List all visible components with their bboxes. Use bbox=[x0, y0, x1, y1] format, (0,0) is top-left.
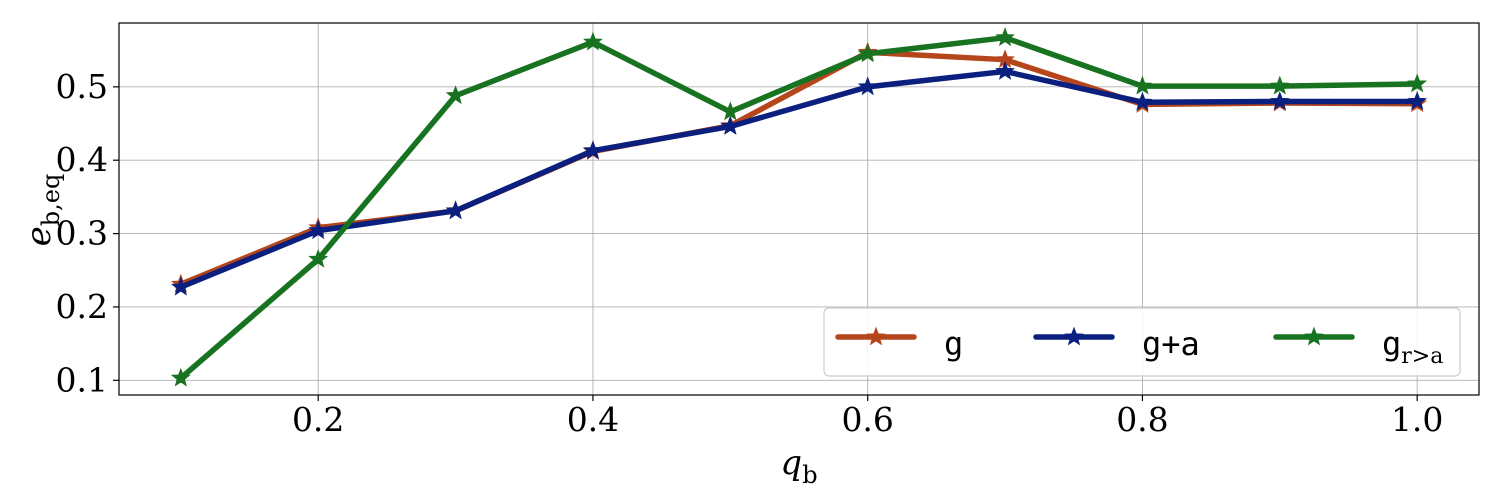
data-point bbox=[1269, 75, 1290, 95]
series-1 bbox=[170, 61, 1428, 296]
data-point bbox=[1132, 75, 1153, 95]
x-tick-label: 0.2 bbox=[292, 400, 344, 439]
y-axis-label-base: e bbox=[19, 226, 59, 246]
y-tick-label: 0.1 bbox=[56, 360, 108, 399]
data-point bbox=[445, 85, 466, 105]
x-tick-label: 0.4 bbox=[567, 400, 619, 439]
legend-marker bbox=[1304, 326, 1324, 346]
data-point bbox=[995, 27, 1015, 47]
series-2 bbox=[170, 27, 1428, 387]
legend-label-g-r-gt-a: gr>a bbox=[1382, 325, 1443, 369]
legend-marker bbox=[866, 326, 886, 346]
y-axis: 0.1 0.2 0.3 0.4 0.5 bbox=[56, 67, 119, 399]
legend-label-g-r-gt-a-base: g bbox=[1382, 325, 1401, 363]
legend-marker bbox=[1064, 326, 1084, 346]
x-axis-label-sub: b bbox=[802, 461, 817, 489]
data-point bbox=[308, 248, 329, 268]
legend-box bbox=[823, 307, 1461, 377]
data-point bbox=[995, 61, 1015, 80]
data-point bbox=[445, 200, 466, 220]
data-point bbox=[170, 367, 191, 387]
legend-entries bbox=[835, 326, 1355, 346]
data-point bbox=[720, 101, 741, 121]
data-point bbox=[1132, 91, 1153, 111]
legend-label-g-plus-a: g+a bbox=[1142, 325, 1200, 363]
y-axis-label: eb,eq bbox=[19, 174, 65, 247]
y-axis-label-sub: b,eq bbox=[37, 174, 65, 227]
y-tick-label: 0.5 bbox=[56, 67, 108, 106]
data-point bbox=[583, 140, 603, 160]
data-point bbox=[1407, 91, 1428, 110]
x-tick-label: 0.8 bbox=[1116, 400, 1168, 439]
x-axis-label: qb bbox=[780, 443, 817, 489]
data-point bbox=[308, 220, 329, 240]
data-point bbox=[583, 31, 603, 51]
data-point bbox=[857, 43, 878, 63]
data-point bbox=[1269, 91, 1290, 110]
x-tick-label: 0.6 bbox=[841, 400, 893, 439]
y-tick-label: 0.3 bbox=[56, 214, 108, 253]
legend-label-g-r-gt-a-sub: r>a bbox=[1401, 344, 1443, 369]
legend-label-g: g bbox=[944, 325, 963, 363]
data-point bbox=[857, 76, 878, 96]
series-line bbox=[178, 68, 1420, 290]
legend: g g+a gr>a bbox=[823, 307, 1461, 377]
data-point bbox=[170, 276, 191, 296]
y-tick-label: 0.4 bbox=[56, 140, 108, 179]
series-layer bbox=[170, 27, 1428, 387]
y-tick-label: 0.2 bbox=[56, 287, 108, 326]
data-point bbox=[720, 116, 741, 135]
plot-frame bbox=[118, 22, 1480, 396]
x-tick-label: 1.0 bbox=[1391, 400, 1443, 439]
x-axis: 0.2 0.4 0.6 0.8 1.0 bbox=[292, 395, 1443, 439]
data-point bbox=[1407, 73, 1428, 93]
series-line bbox=[178, 34, 1420, 381]
x-axis-label-base: q bbox=[780, 443, 802, 483]
